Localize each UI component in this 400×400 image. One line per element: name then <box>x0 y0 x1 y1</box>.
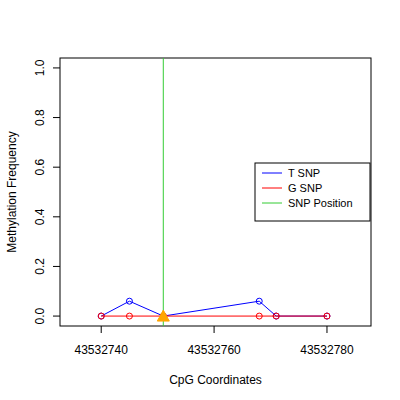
y-tick-label: 0.0 <box>33 307 47 324</box>
point <box>273 313 279 319</box>
y-tick-label: 0.6 <box>33 159 47 176</box>
x-axis-label: CpG Coordinates <box>169 373 262 387</box>
x-tick-label: 43532740 <box>75 343 129 357</box>
point <box>256 313 262 319</box>
snp-marker <box>157 310 169 321</box>
point <box>98 313 104 319</box>
x-tick <box>326 326 327 333</box>
legend-box <box>255 163 370 221</box>
y-tick <box>53 167 60 168</box>
y-tick <box>53 216 60 217</box>
legend-swatch <box>262 203 282 204</box>
legend-label: G SNP <box>288 182 322 194</box>
plot-frame <box>60 58 371 326</box>
snp-line <box>163 58 164 326</box>
x-tick-label: 43532780 <box>300 343 354 357</box>
y-tick <box>53 117 60 118</box>
x-tick <box>101 326 102 333</box>
chart: 0.0 0.2 0.4 0.6 0.8 1.0 43532740 43532760 435327… <box>0 0 400 400</box>
point <box>256 298 262 304</box>
legend-swatch <box>262 188 282 189</box>
legend-swatch <box>262 173 282 174</box>
plot-area <box>98 58 330 326</box>
series-line <box>101 301 327 316</box>
point <box>126 298 132 304</box>
y-tick-label: 0.4 <box>33 208 47 225</box>
point <box>324 313 330 319</box>
y-tick <box>53 67 60 68</box>
y-tick-label: 0.2 <box>33 258 47 275</box>
point <box>126 313 132 319</box>
y-tick-label: 0.8 <box>33 109 47 126</box>
legend-label: T SNP <box>288 167 320 179</box>
x-tick <box>214 326 215 333</box>
y-axis-label: Methylation Frequency <box>5 131 19 252</box>
x-tick-label: 43532760 <box>187 343 241 357</box>
series-line <box>101 316 327 317</box>
y-tick-label: 1.0 <box>33 59 47 76</box>
y-tick <box>53 316 60 317</box>
legend-label: SNP Position <box>288 197 353 209</box>
y-tick <box>53 266 60 267</box>
